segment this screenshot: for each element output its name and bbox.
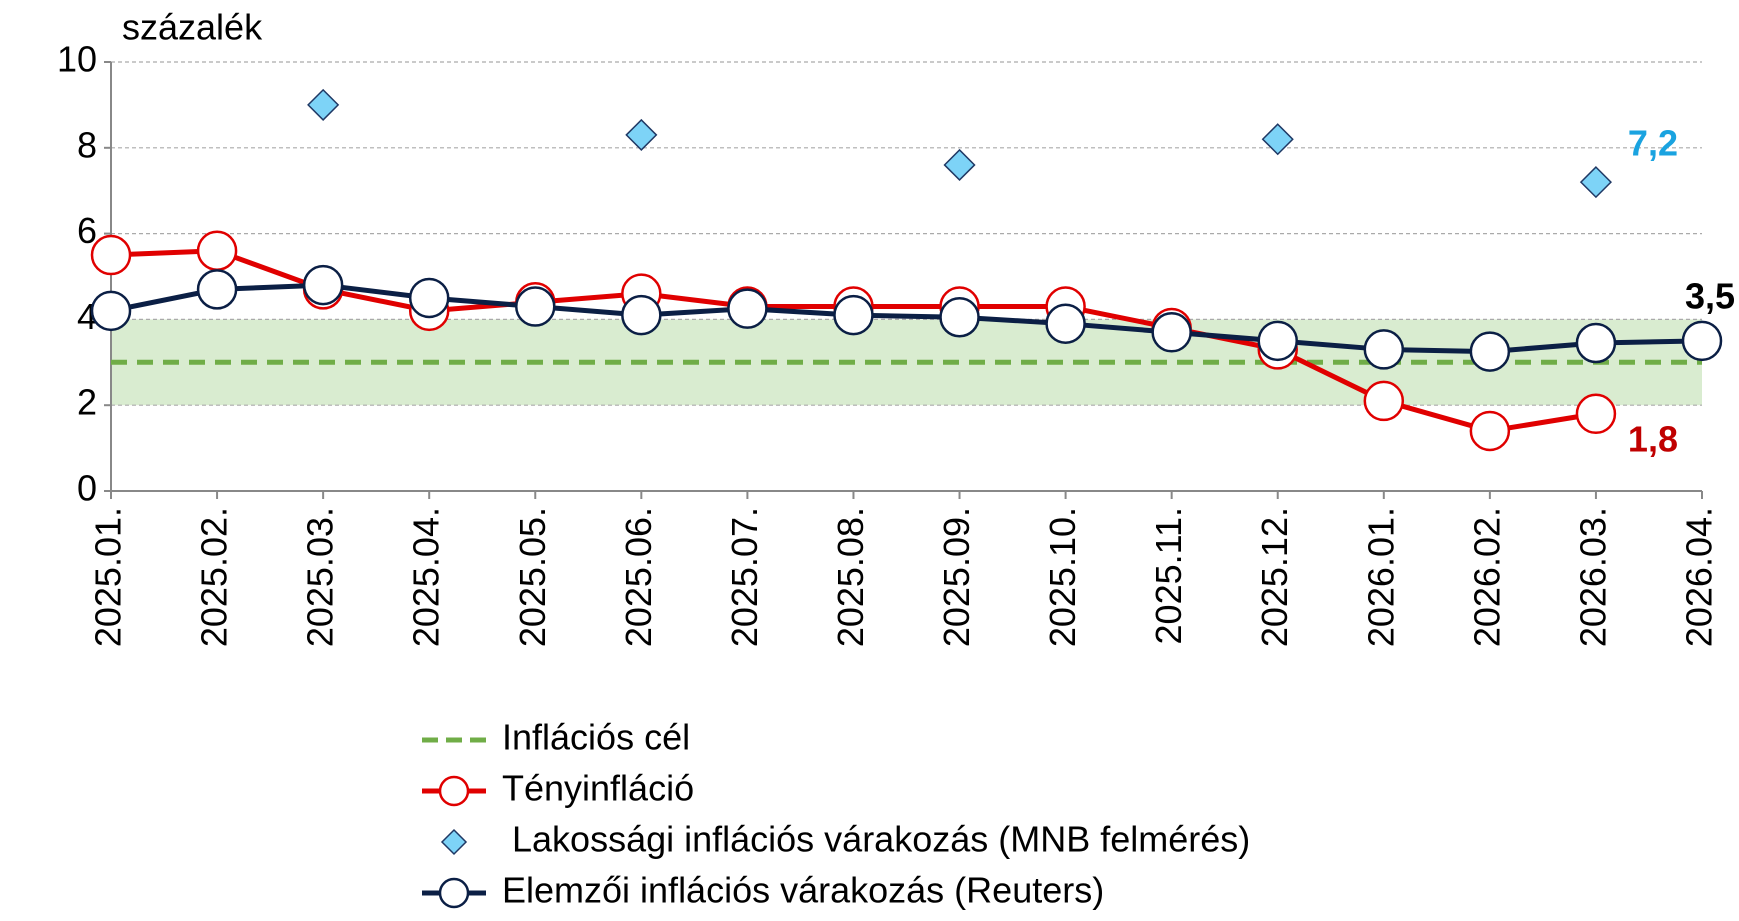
x-tick-label: 2026.01.	[1360, 507, 1401, 647]
data-point	[943, 148, 976, 182]
data-point	[307, 88, 340, 121]
data-point	[1045, 303, 1086, 344]
data-point	[1363, 380, 1405, 422]
data-point	[90, 290, 132, 332]
data-point	[1579, 166, 1612, 199]
value-label: 1,8	[1628, 418, 1678, 459]
legend-label: Tényinfláció	[502, 768, 694, 809]
data-point	[1681, 320, 1723, 362]
x-tick-label: 2025.04.	[406, 507, 447, 647]
x-tick-label: 2025.05.	[512, 507, 553, 647]
x-tick-label: 2026.03.	[1572, 507, 1613, 647]
y-tick-label: 0	[77, 468, 97, 509]
value-label: 7,2	[1628, 123, 1678, 164]
data-point	[1469, 410, 1511, 452]
data-point	[1257, 320, 1298, 362]
data-point	[302, 264, 344, 306]
y-axis-label: százalék	[122, 7, 263, 48]
x-tick-label: 2026.02.	[1466, 507, 1507, 647]
x-tick-label: 2025.08.	[830, 507, 871, 647]
value-label: 3,5	[1685, 275, 1735, 316]
legend-label: Elemzői inflációs várakozás (Reuters)	[502, 870, 1104, 911]
data-point	[1151, 312, 1192, 353]
data-point	[1363, 329, 1405, 370]
data-point	[621, 294, 662, 336]
series-line	[110, 282, 1703, 355]
data-point	[515, 286, 556, 327]
x-tick-label: 2025.09.	[936, 507, 977, 647]
y-tick-label: 8	[77, 124, 97, 165]
data-point	[833, 294, 874, 336]
legend-label: Inflációs cél	[502, 717, 690, 758]
x-tick-label: 2025.10.	[1042, 507, 1083, 647]
data-point	[1261, 123, 1294, 156]
x-tick-label: 2025.06.	[618, 507, 659, 647]
data-point	[196, 230, 238, 272]
x-tick-label: 2025.01.	[88, 507, 129, 647]
legend-swatch	[438, 775, 470, 807]
data-point	[196, 269, 238, 310]
x-tick-label: 2025.02.	[194, 507, 235, 647]
data-point	[727, 288, 768, 329]
y-tick-label: 10	[57, 39, 97, 80]
data-point	[90, 234, 132, 276]
legend-swatch	[440, 828, 468, 856]
data-point	[625, 118, 658, 151]
data-point	[1575, 322, 1617, 364]
x-tick-label: 2025.11.	[1148, 507, 1189, 644]
x-tick-label: 2025.03.	[300, 507, 341, 647]
legend-swatch	[438, 877, 470, 909]
data-point	[408, 277, 450, 319]
x-tick-label: 2025.12.	[1254, 507, 1295, 647]
x-tick-label: 2026.04.	[1679, 507, 1720, 647]
data-point	[1469, 331, 1511, 372]
x-tick-label: 2025.07.	[724, 507, 765, 647]
y-tick-label: 2	[77, 382, 97, 423]
data-point	[1575, 393, 1617, 435]
data-point	[939, 297, 980, 338]
y-tick-label: 6	[77, 210, 97, 251]
legend-label: Lakossági inflációs várakozás (MNB felmé…	[512, 819, 1250, 860]
